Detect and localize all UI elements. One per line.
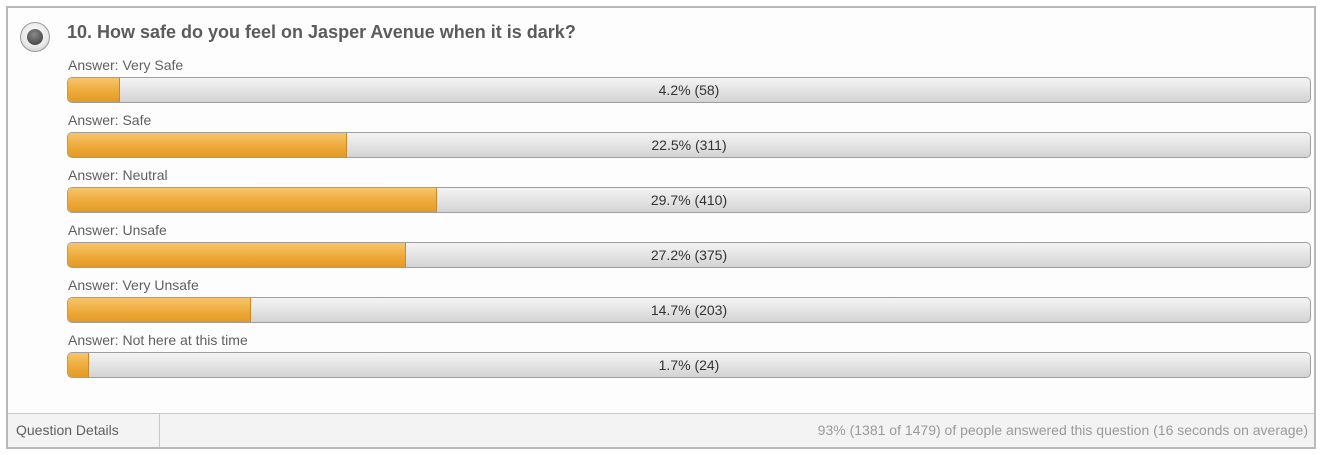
result-bar-fill (68, 188, 437, 212)
result-value: 22.5% (311) (651, 137, 727, 153)
answer-list: Answer: Very Safe 4.2% (58) Answer: Safe… (67, 57, 1311, 387)
result-bar: 1.7% (24) (67, 352, 1311, 378)
response-summary: 93% (1381 of 1479) of people answered th… (817, 422, 1308, 438)
result-bar: 22.5% (311) (67, 132, 1311, 158)
answer-row: Answer: Very Safe 4.2% (58) (67, 57, 1311, 112)
result-bar-fill (68, 298, 251, 322)
answer-row: Answer: Not here at this time 1.7% (24) (67, 332, 1311, 387)
result-bar-fill (68, 133, 348, 157)
result-bar: 29.7% (410) (67, 187, 1311, 213)
question-footer: Question Details 93% (1381 of 1479) of p… (8, 413, 1314, 447)
answer-row: Answer: Unsafe 27.2% (375) (67, 222, 1311, 277)
radio-dot (27, 29, 43, 45)
radio-question-icon (20, 22, 50, 52)
answer-label: Answer: Neutral (68, 167, 168, 183)
result-value: 1.7% (24) (658, 357, 720, 373)
answer-label: Answer: Not here at this time (68, 332, 248, 348)
answer-row: Answer: Safe 22.5% (311) (67, 112, 1311, 167)
result-bar: 4.2% (58) (67, 77, 1311, 103)
answer-row: Answer: Very Unsafe 14.7% (203) (67, 277, 1311, 332)
result-bar: 27.2% (375) (67, 242, 1311, 268)
answer-label: Answer: Very Unsafe (68, 277, 199, 293)
answer-label: Answer: Safe (68, 112, 152, 128)
result-bar-fill (68, 353, 90, 377)
result-value: 4.2% (58) (658, 82, 720, 98)
result-bar: 14.7% (203) (67, 297, 1311, 323)
question-panel: 10. How safe do you feel on Jasper Avenu… (6, 6, 1316, 449)
answer-label: Answer: Very Safe (68, 57, 184, 73)
result-bar-fill (68, 78, 121, 102)
answer-row: Answer: Neutral 29.7% (410) (67, 167, 1311, 222)
question-details-tab[interactable]: Question Details (8, 414, 160, 447)
answer-label: Answer: Unsafe (68, 222, 167, 238)
question-title: 10. How safe do you feel on Jasper Avenu… (67, 22, 576, 42)
result-bar-fill (68, 243, 406, 267)
result-value: 27.2% (375) (650, 247, 728, 263)
result-value: 29.7% (410) (650, 192, 728, 208)
result-value: 14.7% (203) (650, 302, 728, 318)
